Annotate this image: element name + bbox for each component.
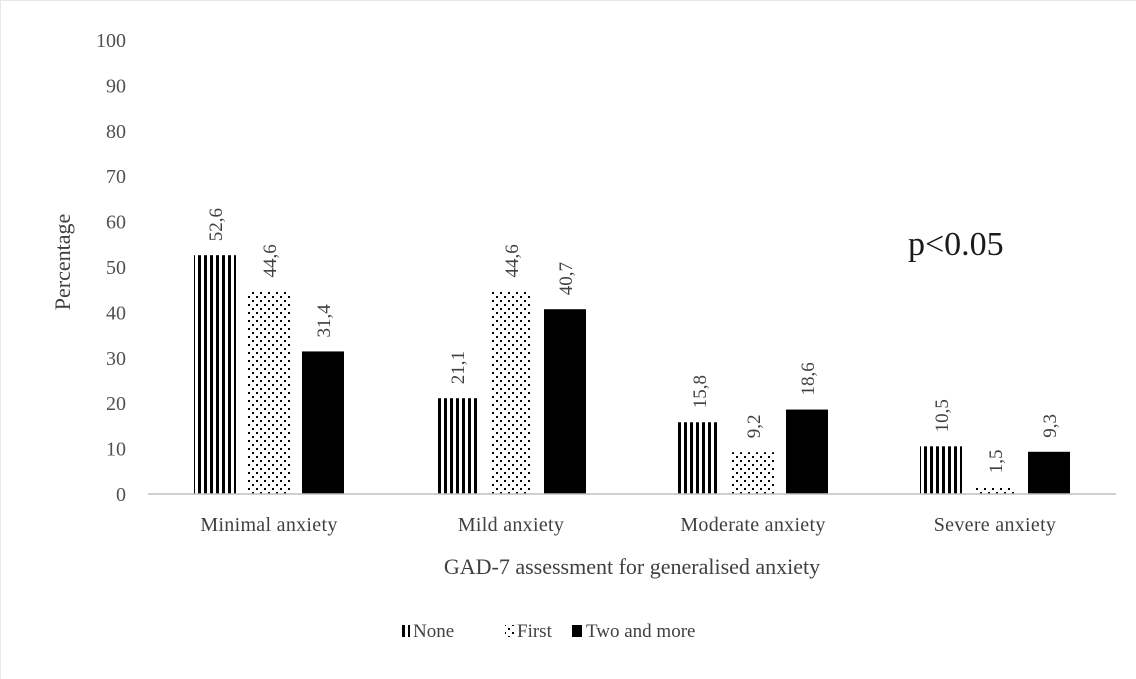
bar-first: [490, 291, 532, 494]
y-axis-title: Percentage: [50, 214, 75, 311]
bar-first: [732, 452, 774, 494]
x-axis-title: GAD-7 assessment for generalised anxiety: [444, 554, 820, 579]
bar-none: [436, 398, 478, 494]
bar-none: [194, 255, 236, 494]
p-value-annotation: p<0.05: [908, 226, 1004, 263]
legend-label: First: [517, 621, 553, 642]
bar-two-and-more: [786, 409, 828, 494]
category-label: Severe anxiety: [934, 514, 1056, 536]
data-label: 15,8: [690, 375, 711, 408]
data-label: 40,7: [556, 262, 577, 295]
bar-first: [248, 291, 290, 494]
y-tick-label: 10: [106, 439, 126, 461]
category-label: Mild anxiety: [458, 514, 564, 536]
data-label: 21,1: [448, 351, 469, 384]
category-label: Minimal anxiety: [200, 514, 337, 536]
y-tick-label: 30: [106, 348, 126, 370]
legend-swatch-two-and-more: [572, 625, 582, 637]
data-label: 44,6: [502, 244, 523, 277]
y-tick-label: 40: [106, 302, 126, 324]
y-tick-label: 60: [106, 212, 126, 234]
bars: [194, 255, 1070, 494]
bar-two-and-more: [544, 309, 586, 494]
y-tick-label: 50: [106, 257, 126, 279]
bar-none: [678, 422, 720, 494]
category-label: Moderate anxiety: [680, 514, 825, 536]
data-label: 44,6: [260, 244, 281, 277]
legend-swatch-first: [505, 625, 515, 637]
y-tick-label: 80: [106, 121, 126, 143]
y-axis-ticks: 0 10 20 30 40 50 60 70 80 90 100: [96, 30, 126, 506]
y-tick-label: 100: [96, 30, 126, 52]
bar-none: [920, 446, 962, 494]
frame-left-border: [0, 0, 1, 679]
data-label: 52,6: [206, 208, 227, 241]
legend-label: None: [413, 621, 454, 642]
data-label: 9,3: [1040, 414, 1061, 438]
data-label: 10,5: [932, 399, 953, 432]
category-labels: Minimal anxiety Mild anxiety Moderate anxi…: [200, 514, 1056, 536]
bar-two-and-more: [1028, 451, 1070, 494]
data-label: 31,4: [314, 304, 335, 338]
data-label: 1,5: [986, 449, 1007, 473]
legend: None First Two and more: [400, 621, 695, 642]
data-label: 9,2: [744, 414, 765, 438]
bar-first: [974, 487, 1016, 494]
y-tick-label: 90: [106, 75, 126, 97]
y-tick-label: 20: [106, 393, 126, 415]
data-labels: 52,6 44,6 31,4 21,1 44,6 40,7 15,8 9,2 18,6 10,5 1…: [206, 208, 1061, 473]
legend-label: Two and more: [586, 621, 695, 642]
bar-two-and-more: [302, 351, 344, 494]
y-tick-label: 70: [106, 166, 126, 188]
frame-top-border: [0, 0, 1136, 1]
legend-swatch-none: [400, 625, 410, 637]
y-tick-label: 0: [116, 484, 126, 506]
data-label: 18,6: [798, 362, 819, 395]
